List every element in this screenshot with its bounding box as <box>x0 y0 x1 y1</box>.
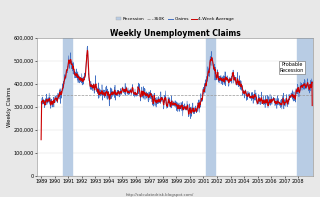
Legend: Recession, 350K, Claims, 4-Week Average: Recession, 350K, Claims, 4-Week Average <box>114 15 236 23</box>
Bar <box>63 38 72 176</box>
Title: Weekly Unemployment Claims: Weekly Unemployment Claims <box>110 29 240 38</box>
Y-axis label: Weekly Claims: Weekly Claims <box>7 87 12 127</box>
Bar <box>206 38 215 176</box>
Text: Probable
Recession: Probable Recession <box>280 62 304 73</box>
Bar <box>297 38 313 176</box>
Text: http://calculatedrisk.blogspot.com/: http://calculatedrisk.blogspot.com/ <box>126 193 194 197</box>
